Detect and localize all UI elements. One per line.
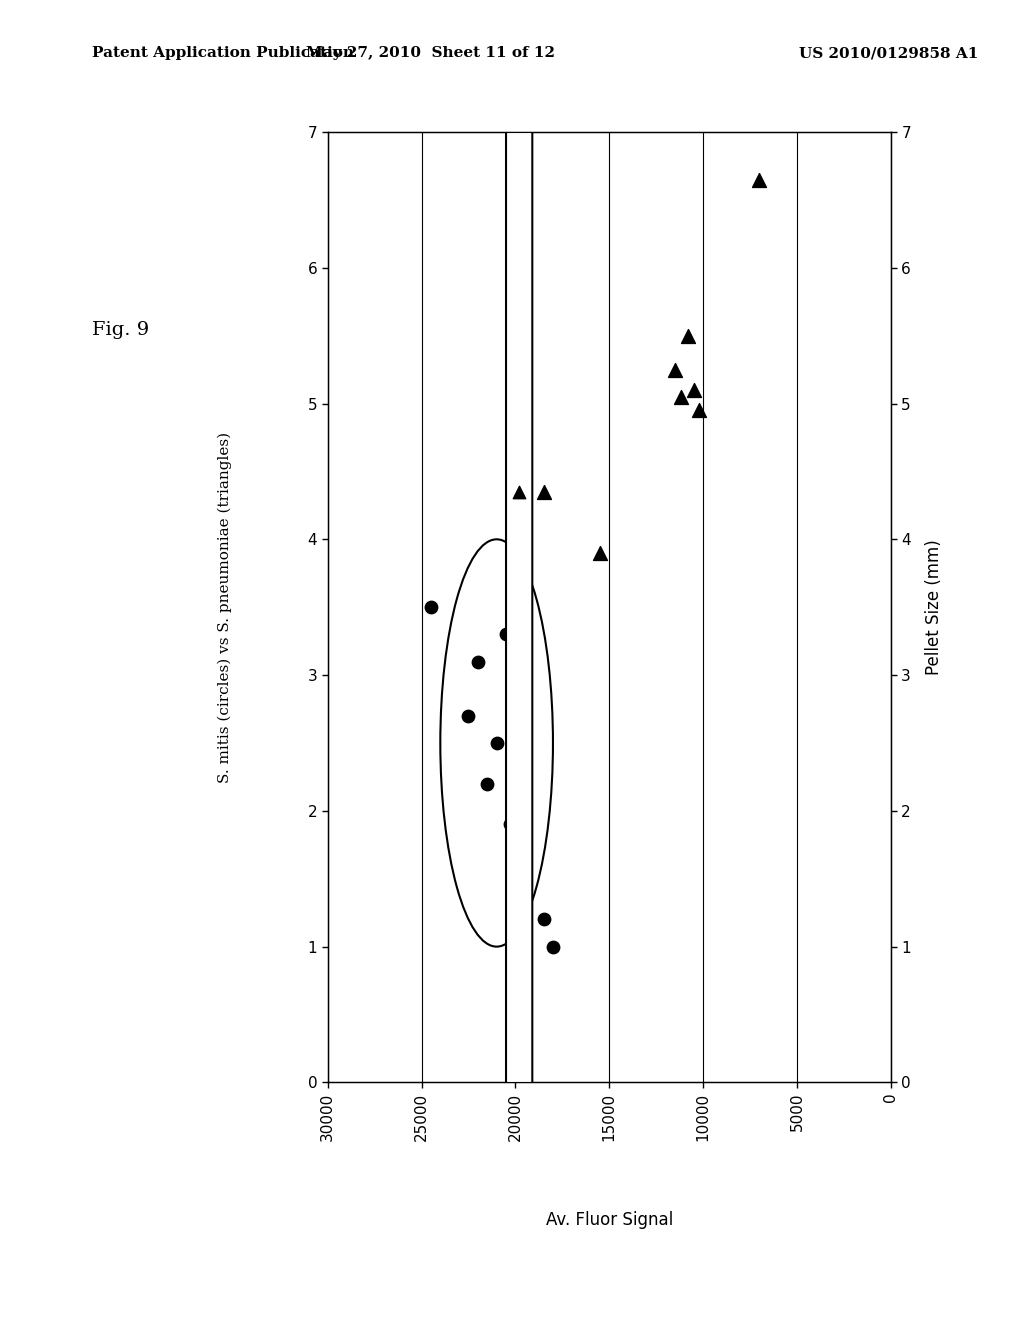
Point (752, 169, 768, 190)
Point (470, 651, 486, 672)
Point (488, 733, 505, 754)
Point (479, 774, 496, 795)
Point (536, 482, 552, 503)
Text: S. mitis (circles) vs S. pneumoniae (triangles): S. mitis (circles) vs S. pneumoniae (tri… (218, 432, 232, 783)
Point (423, 597, 439, 618)
Point (686, 379, 702, 400)
Point (691, 400, 708, 421)
Text: Patent Application Publication: Patent Application Publication (92, 46, 354, 61)
Y-axis label: Pellet Size (mm): Pellet Size (mm) (925, 540, 943, 675)
Point (592, 543, 608, 564)
Point (502, 814, 518, 836)
Circle shape (506, 0, 532, 1320)
Text: Fig. 9: Fig. 9 (92, 321, 150, 339)
Point (517, 828, 534, 849)
X-axis label: Av. Fluor Signal: Av. Fluor Signal (546, 1210, 673, 1229)
Point (511, 482, 527, 503)
Text: May 27, 2010  Sheet 11 of 12: May 27, 2010 Sheet 11 of 12 (305, 46, 555, 61)
Point (545, 936, 561, 957)
Point (680, 325, 696, 346)
Point (673, 387, 689, 408)
Point (511, 793, 527, 814)
Text: US 2010/0129858 A1: US 2010/0129858 A1 (799, 46, 978, 61)
Point (536, 909, 552, 931)
Point (498, 624, 514, 645)
Point (461, 705, 477, 726)
Point (667, 359, 683, 380)
